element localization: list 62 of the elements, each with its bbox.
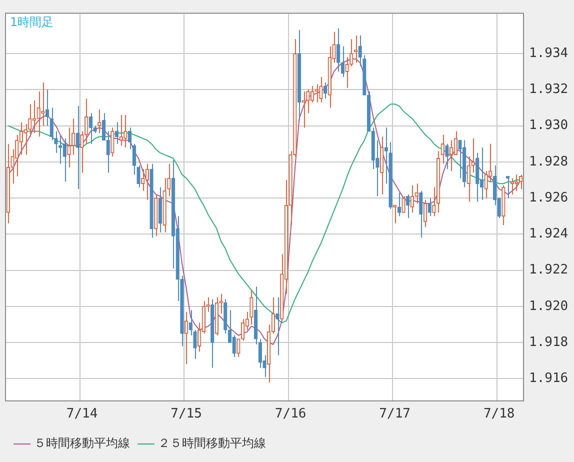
y-tick-label: 1.934 xyxy=(529,46,568,61)
candlestick xyxy=(402,196,406,214)
candlestick xyxy=(76,105,80,190)
candlestick xyxy=(458,140,462,179)
y-tick-label: 1.926 xyxy=(529,190,568,206)
candlestick xyxy=(423,199,428,228)
candlestick xyxy=(236,338,240,358)
candlestick xyxy=(466,156,471,202)
y-tick-label: 1.916 xyxy=(529,371,568,386)
candlestick xyxy=(45,89,50,126)
candlestick xyxy=(414,183,418,204)
candlestick xyxy=(358,34,362,67)
candlestick xyxy=(440,134,444,164)
x-tick-label: 7/14 xyxy=(66,406,98,422)
candlestick xyxy=(480,146,484,200)
candlestick xyxy=(62,138,66,182)
candlestick xyxy=(36,90,40,138)
y-tick-label: 1.922 xyxy=(529,262,568,278)
y-tick-label: 1.918 xyxy=(529,334,568,350)
candlestick xyxy=(124,114,128,148)
candlestick xyxy=(136,165,140,188)
candlestick xyxy=(67,127,71,168)
y-tick-label: 1.930 xyxy=(529,118,568,134)
candlestick xyxy=(476,152,480,202)
candlestick xyxy=(276,296,280,356)
candlestick xyxy=(384,127,388,184)
candlestick xyxy=(336,28,340,72)
legend-label: ５時間移動平均線 xyxy=(34,436,130,450)
candlestick xyxy=(50,107,54,141)
y-tick-label: 1.924 xyxy=(529,226,568,242)
x-tick-label: 7/17 xyxy=(379,406,410,422)
y-tick-label: 1.928 xyxy=(529,154,568,170)
candlestick xyxy=(454,130,458,156)
candlestick xyxy=(32,100,36,134)
candlestick xyxy=(319,76,323,103)
candlestick xyxy=(340,46,345,78)
candlestick xyxy=(428,198,432,217)
chart-title: 1時間足 xyxy=(10,14,54,29)
candlestick xyxy=(88,112,93,144)
candlestick xyxy=(41,82,45,126)
x-tick-label: 7/15 xyxy=(170,406,202,422)
candlestick xyxy=(410,184,414,214)
candlestick xyxy=(323,82,328,100)
candlestick xyxy=(514,174,518,192)
candlestick xyxy=(314,84,318,103)
candlestick xyxy=(445,143,449,170)
candlestick xyxy=(158,186,162,233)
candlestick xyxy=(310,86,314,103)
candlestick xyxy=(345,56,349,88)
candlestick xyxy=(184,311,188,365)
candlestick xyxy=(484,170,488,199)
legend-label: ２５時間移動平均線 xyxy=(158,436,266,450)
candlestick xyxy=(250,290,254,326)
candlestick xyxy=(145,163,150,200)
candlestick xyxy=(72,118,76,156)
candlestick xyxy=(110,127,114,158)
y-tick-label: 1.932 xyxy=(529,82,568,98)
y-tick-label: 1.920 xyxy=(529,298,568,314)
candlestick xyxy=(449,140,454,172)
x-tick-label: 7/16 xyxy=(274,406,306,422)
candlestick xyxy=(240,318,245,342)
x-tick-label: 7/18 xyxy=(483,406,515,422)
